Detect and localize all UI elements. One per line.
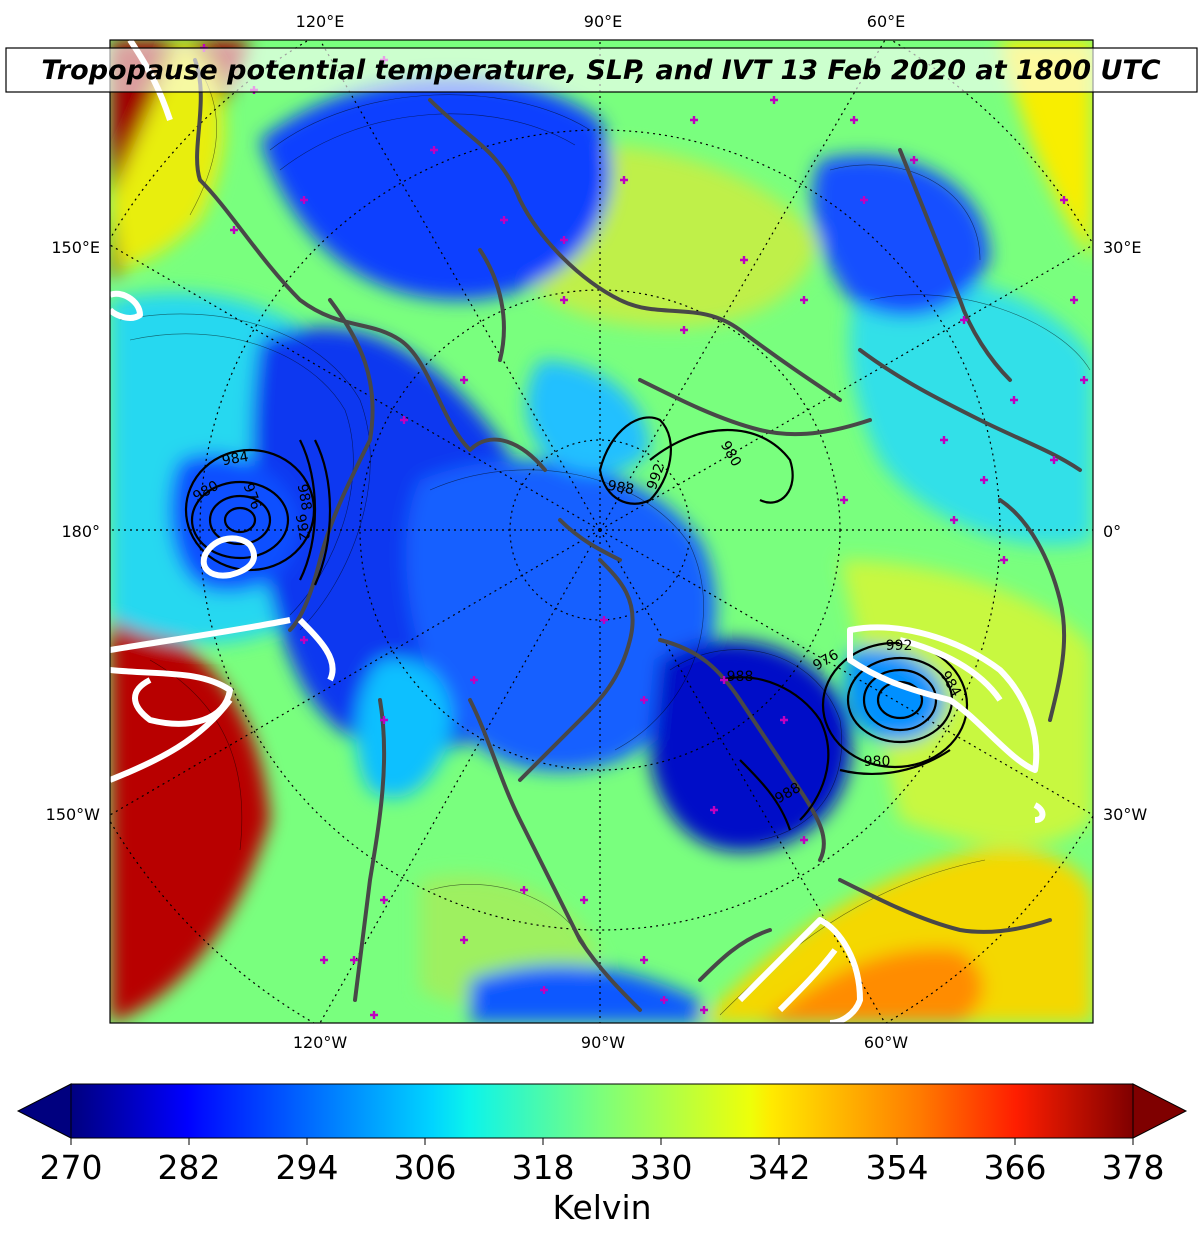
lon-label-bottom-1: 90°W — [581, 1033, 625, 1052]
colorbar-tick-label-7: 354 — [866, 1148, 929, 1187]
theta-contours — [119, 69, 1091, 1016]
colorbar-tick-label-8: 366 — [984, 1148, 1047, 1187]
slp-contours — [184, 416, 969, 831]
colorbar-tick-label-3: 306 — [394, 1148, 457, 1187]
lon-label-bottom-0: 120°W — [293, 1033, 348, 1052]
lon-label-left-1: 180° — [61, 522, 100, 541]
graticule — [110, 40, 1093, 1023]
longitude-labels: 120°E 90°E 60°E 120°W 90°W 60°W 150°E 18… — [46, 12, 1148, 1052]
colorbar-ramp — [70, 1083, 1134, 1139]
slp-contour-label-12: 980 — [864, 754, 891, 770]
slp-contour-label-4: 992 — [292, 513, 312, 542]
colorbar-ticks: 270 282 294 306 318 330 342 354 366 378 — [40, 1138, 1165, 1187]
colorbar-tick-label-5: 330 — [630, 1148, 693, 1187]
lon-label-left-2: 150°W — [46, 805, 101, 824]
slp-contour-label-3: 988 — [294, 483, 314, 512]
colorbar-units: Kelvin — [552, 1188, 651, 1227]
lon-label-right-0: 30°E — [1103, 238, 1141, 257]
slp-contour-label-5: 988 — [606, 478, 635, 498]
map-panel — [110, 40, 1093, 1023]
lon-label-right-2: 30°W — [1103, 805, 1147, 824]
colorbar-tick-label-4: 318 — [512, 1148, 575, 1187]
slp-contour-label-8: 988 — [727, 669, 754, 685]
lon-label-right-1: 0° — [1103, 522, 1121, 541]
station-markers — [200, 44, 1088, 1019]
colorbar-extend-high — [1132, 1083, 1188, 1139]
title-box: Tropopause potential temperature, SLP, a… — [5, 47, 1198, 93]
colorbar-tick-label-2: 294 — [276, 1148, 339, 1187]
colorbar-extend-low — [16, 1083, 72, 1139]
slp-contour-label-10: 992 — [886, 638, 913, 654]
lon-label-left-0: 150°E — [51, 238, 100, 257]
ivt-contours — [110, 40, 1046, 1023]
lon-label-top-1: 90°E — [584, 12, 622, 31]
map-frame — [109, 39, 1094, 1024]
lon-label-bottom-2: 60°W — [864, 1033, 908, 1052]
lon-label-top-2: 60°E — [867, 12, 905, 31]
slp-contour-label-0: 984 — [221, 449, 250, 469]
colorbar-tick-label-0: 270 — [40, 1148, 103, 1187]
colorbar-tick-label-6: 342 — [748, 1148, 811, 1187]
coastlines — [193, 58, 1082, 1012]
page-title: Tropopause potential temperature, SLP, a… — [41, 55, 1160, 86]
colorbar-tick-label-1: 282 — [158, 1148, 221, 1187]
lon-label-top-0: 120°E — [296, 12, 345, 31]
colorbar-tick-label-9: 378 — [1102, 1148, 1165, 1187]
colorbar: 270 282 294 306 318 330 342 354 366 378 Kelvin — [16, 1083, 1188, 1227]
